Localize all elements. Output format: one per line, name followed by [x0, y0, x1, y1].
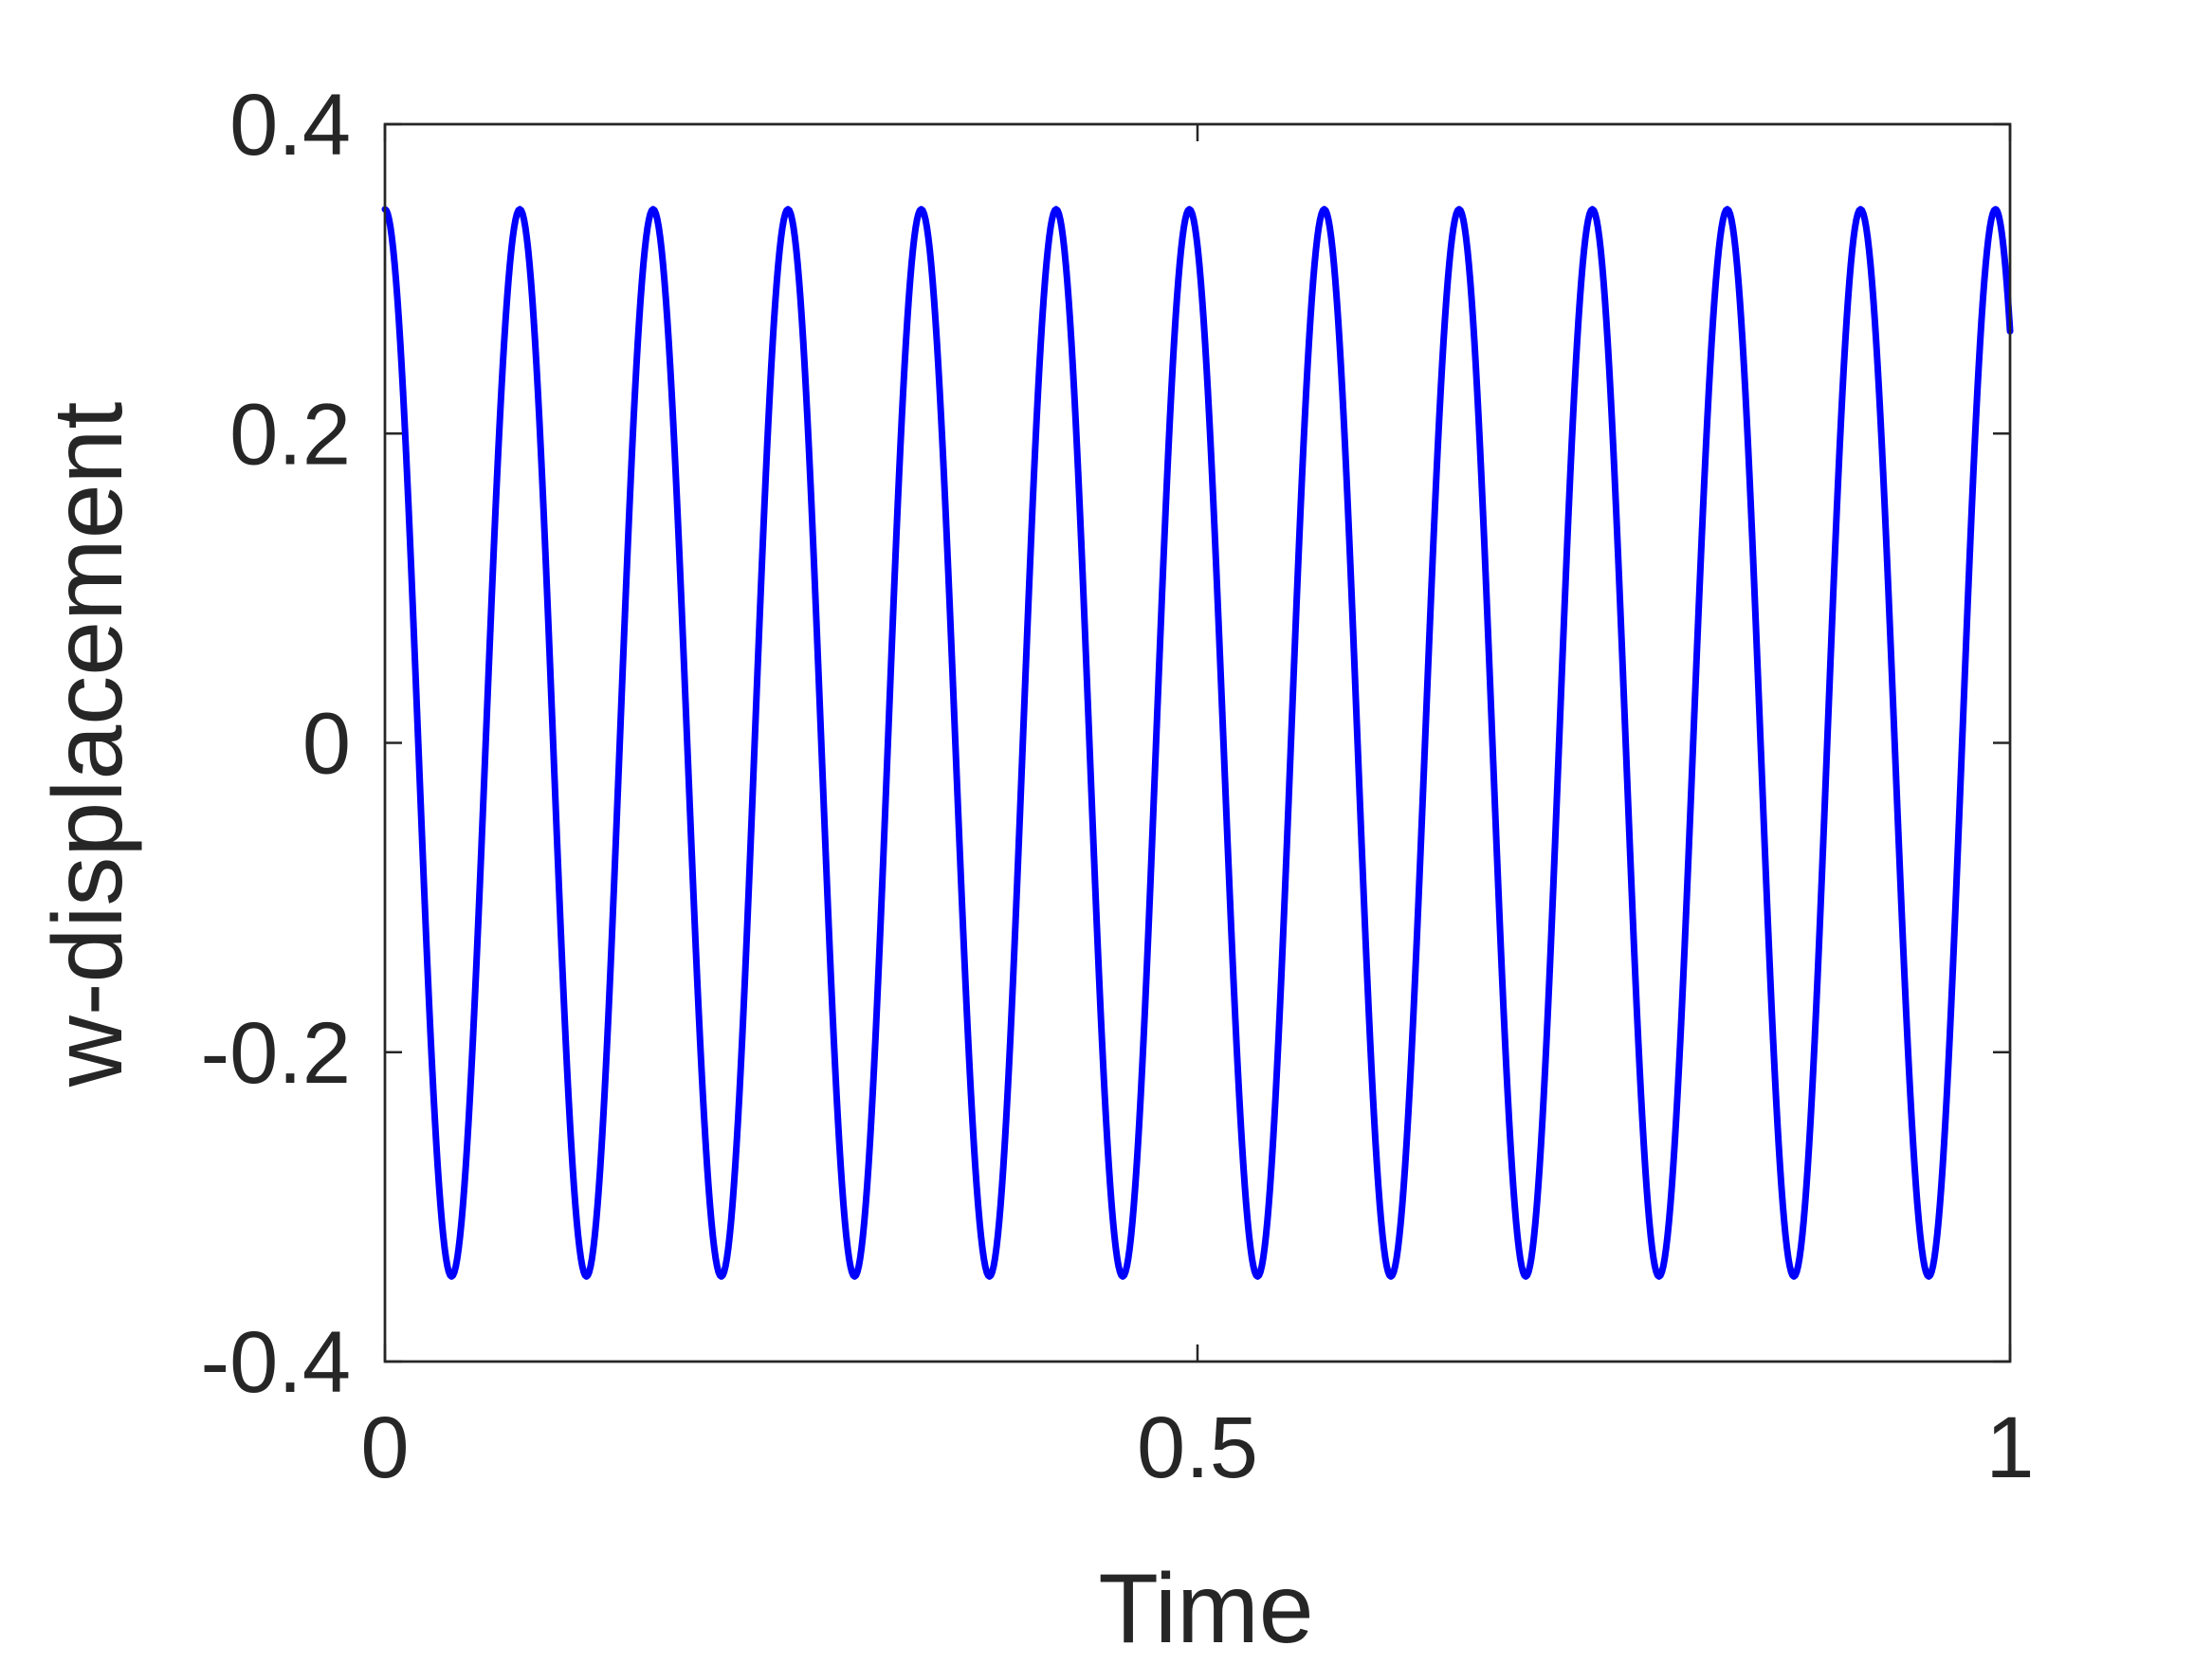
plot-area [381, 122, 2014, 1363]
y-tick-label: 0.2 [229, 386, 351, 483]
y-axis-title: w-displacement [33, 402, 143, 1088]
y-axis: -0.4 -0.2 0 0.2 0.4 [200, 77, 2010, 1411]
axes-box [383, 122, 2012, 1363]
y-tick-label: -0.2 [200, 1005, 351, 1102]
y-tick-label: 0 [302, 696, 351, 793]
y-tick-label: 0.4 [229, 77, 351, 174]
x-axis: 0 0.5 1 [360, 124, 2035, 1496]
x-axis-title: Time [1098, 1554, 1313, 1659]
x-tick-label: 0 [360, 1399, 409, 1496]
x-tick-label: 1 [1985, 1399, 2034, 1496]
y-tick-label: -0.4 [200, 1314, 351, 1411]
series-line [381, 206, 2014, 1280]
x-tick-label: 0.5 [1137, 1399, 1258, 1496]
